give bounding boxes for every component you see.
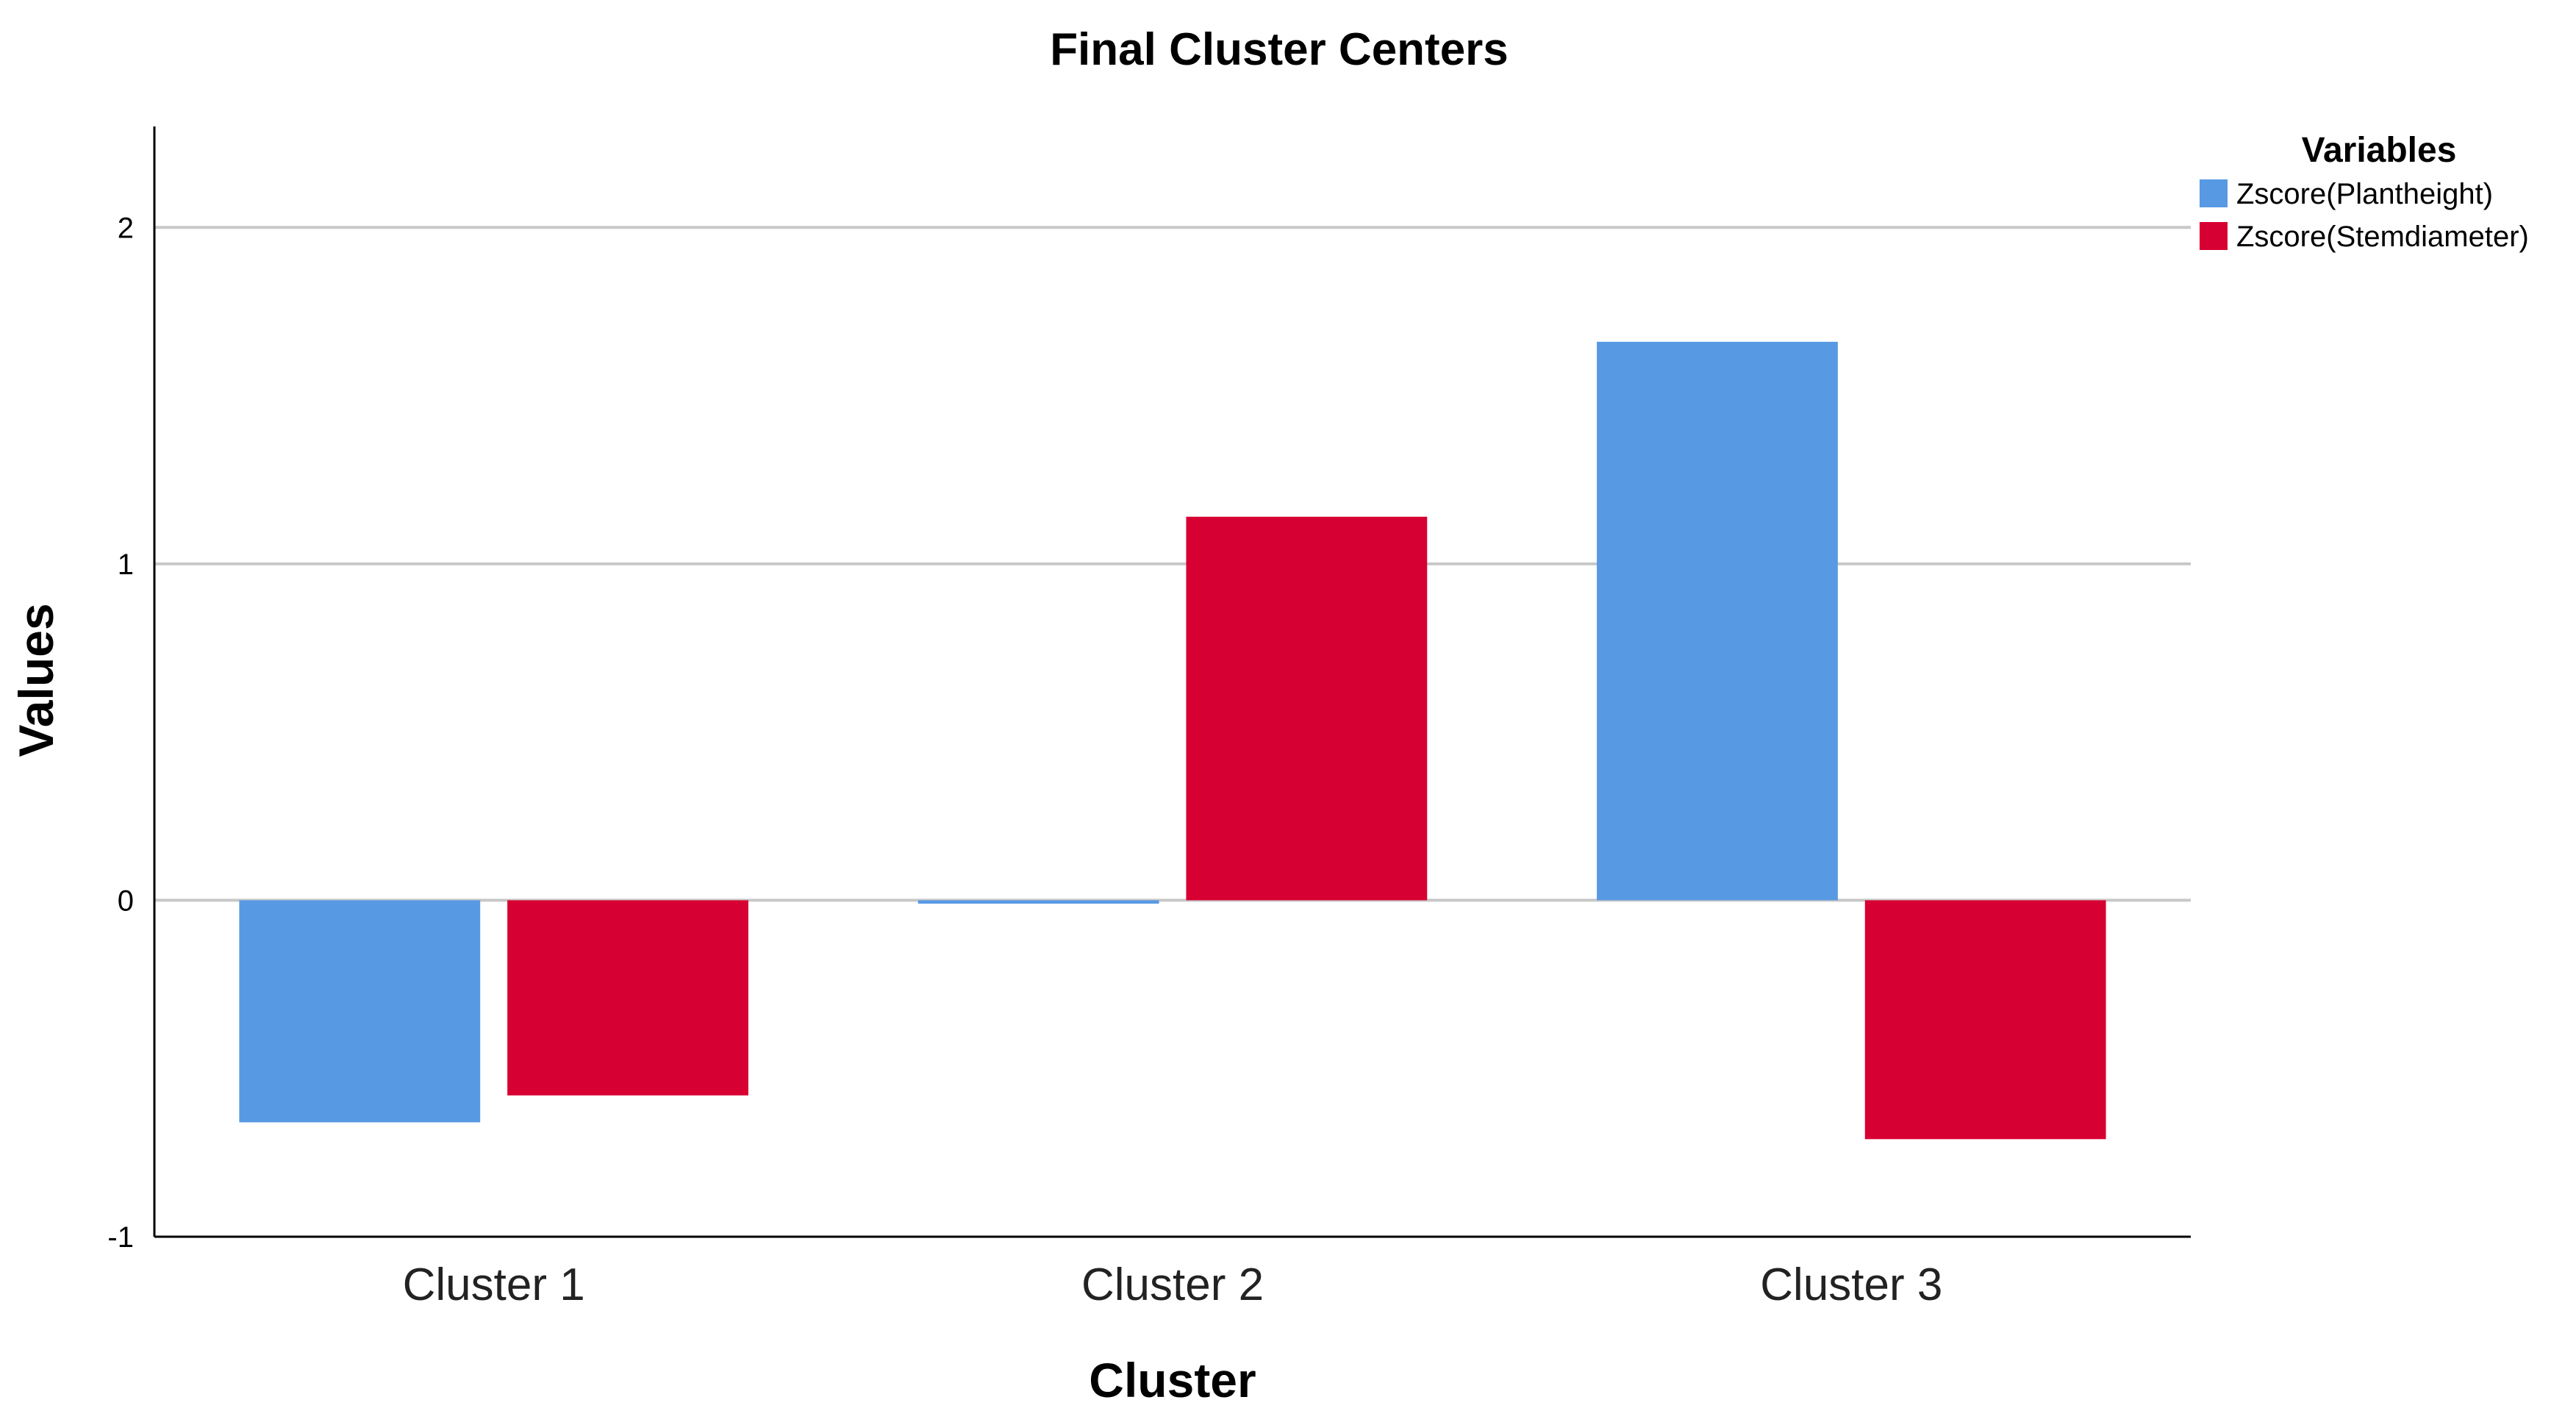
y-tick-label: 1 bbox=[118, 549, 134, 581]
gridlines bbox=[154, 226, 2191, 902]
x-tick-label: Cluster 2 bbox=[1081, 1260, 1264, 1310]
bar bbox=[1186, 516, 1428, 901]
bar bbox=[507, 900, 748, 1096]
legend-label: Zscore(Stemdiameter) bbox=[2236, 221, 2529, 253]
x-category-labels: Cluster 1 Cluster 2 Cluster 3 bbox=[403, 1260, 1943, 1310]
legend-label: Zscore(Plantheight) bbox=[2236, 178, 2493, 210]
legend: Variables Zscore(Plantheight) Zscore(Stem… bbox=[2200, 131, 2529, 253]
legend-items: Zscore(Plantheight) Zscore(Stemdiameter) bbox=[2200, 178, 2529, 253]
bar bbox=[1597, 341, 1838, 901]
y-axis-label: Values bbox=[9, 603, 63, 757]
x-tick-label: Cluster 3 bbox=[1760, 1260, 1942, 1310]
bar bbox=[239, 900, 481, 1123]
legend-swatch bbox=[2200, 179, 2228, 207]
bar bbox=[1864, 900, 2106, 1140]
x-tick-label: Cluster 1 bbox=[403, 1260, 585, 1310]
axes bbox=[153, 126, 2191, 1238]
y-tick-label: 2 bbox=[118, 212, 134, 244]
legend-title: Variables bbox=[2302, 131, 2457, 170]
y-tick-label: -1 bbox=[107, 1221, 134, 1254]
chart-title: Final Cluster Centers bbox=[1050, 24, 1509, 75]
y-tick-label: 0 bbox=[118, 885, 134, 917]
bars bbox=[239, 341, 2106, 1140]
bar bbox=[917, 900, 1159, 904]
y-tick-labels: -1 0 1 2 bbox=[107, 212, 134, 1254]
x-axis-label: Cluster bbox=[1089, 1353, 1256, 1407]
legend-swatch bbox=[2200, 222, 2228, 250]
